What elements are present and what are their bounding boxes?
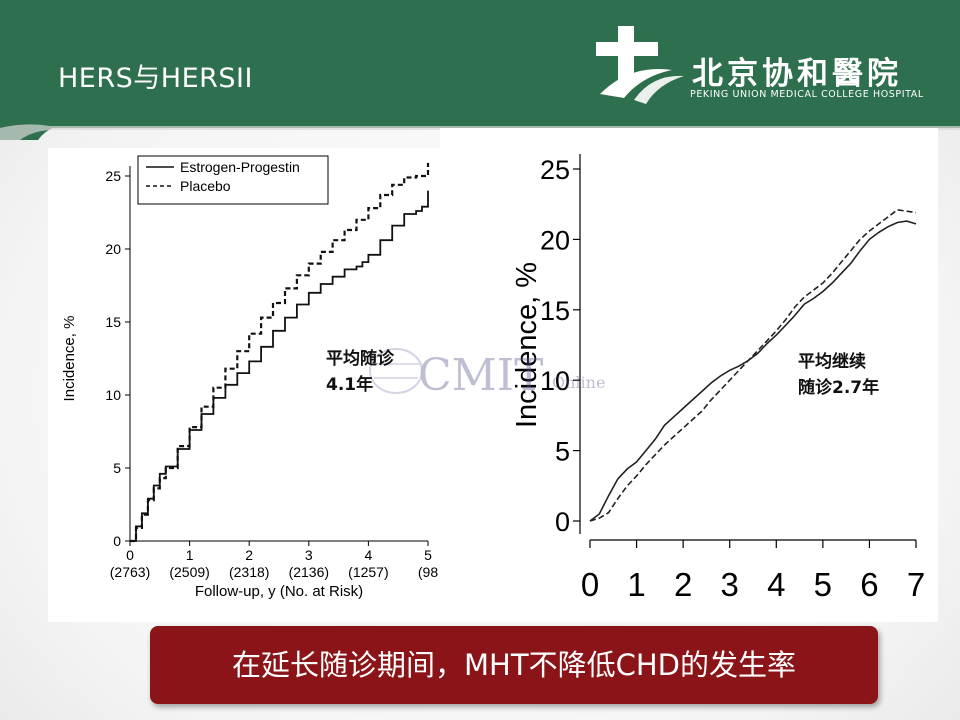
x-tick-label: 2 [674,566,692,603]
series-line-estrogen-progestin [130,190,429,542]
hospital-emblem-icon [596,26,684,104]
y-tick-label: 0 [113,533,121,549]
y-tick-label: 5 [113,460,121,476]
x-tick-label: 3 [721,566,739,603]
annotation-hers-followup: 平均随诊 4.1年 [326,349,394,395]
slide-header [0,0,960,128]
at-risk-label: (98 [418,564,438,580]
y-tick-label: 15 [105,314,121,330]
x-tick-label: 0 [581,566,599,603]
chart-panel-hersii: 0 5 10 15 20 25 0 1 2 3 4 5 6 7 Incidence, % [440,128,938,622]
y-tick-label: 25 [540,155,570,185]
series-line-placebo [130,162,430,543]
y-tick-label: 10 [540,366,570,396]
legend-box [137,155,329,205]
series-line-placebo [589,208,917,522]
x-tick-label: 1 [186,547,194,563]
y-tick-label: 0 [555,507,570,537]
x-tick-label: 4 [365,547,373,563]
at-risk-label: (2136) [289,564,329,580]
hospital-logo [596,26,684,104]
hospital-name-cn: 北京协和醫院 [692,56,902,92]
at-risk-label: (2318) [229,564,269,580]
x-tick-label: 6 [860,566,878,603]
x-tick-label: 5 [424,547,432,563]
at-risk-label: (2763) [110,564,150,580]
x-axis-label: Follow-up, y (No. at Risk) [195,583,363,600]
y-tick-label: 25 [105,168,121,184]
conclusion-text: 在延长随诊期间，MHT不降低CHD的发生率 [232,648,796,682]
x-tick-label: 0 [126,547,134,563]
x-tick-label: 4 [767,566,785,603]
chart-hers: 05101520250(2763)1(2509)2(2318)3(2136)4(… [61,155,438,600]
series-line-estrogen-progestin [589,220,917,522]
hospital-name-en: PEKING UNION MEDICAL COLLEGE HOSPITAL [690,89,924,100]
y-tick-label: 10 [105,387,121,403]
y-tick-label: 5 [555,437,570,467]
y-axis-label: Incidence, % [511,262,543,428]
x-tick-label: 1 [627,566,645,603]
annotation-hersii-followup: 平均继续 随诊2.7年 [798,352,880,398]
at-risk-label: (1257) [348,564,388,580]
conclusion-callout: 在延长随诊期间，MHT不降低CHD的发生率 [150,626,878,704]
y-tick-label: 20 [105,241,121,257]
x-tick-label: 3 [305,547,313,563]
chart-panel-hers: 0 5 10 15 20 25 0 (2763) 1 (2509) 2 (2318) 3 (2136) 4(… [48,148,440,622]
x-tick-label: 7 [907,566,925,603]
y-tick-label: 20 [540,225,570,255]
x-tick-label: 2 [245,547,253,563]
legend-entry: Placebo [180,178,231,194]
legend-entry: Estrogen-Progestin [180,159,300,175]
y-axis-label: Incidence, % [61,316,78,402]
slide-title: HERS与HERSII [58,63,253,94]
y-tick-label: 15 [540,296,570,326]
x-tick-label: 5 [814,566,832,603]
at-risk-label: (2509) [169,564,209,580]
